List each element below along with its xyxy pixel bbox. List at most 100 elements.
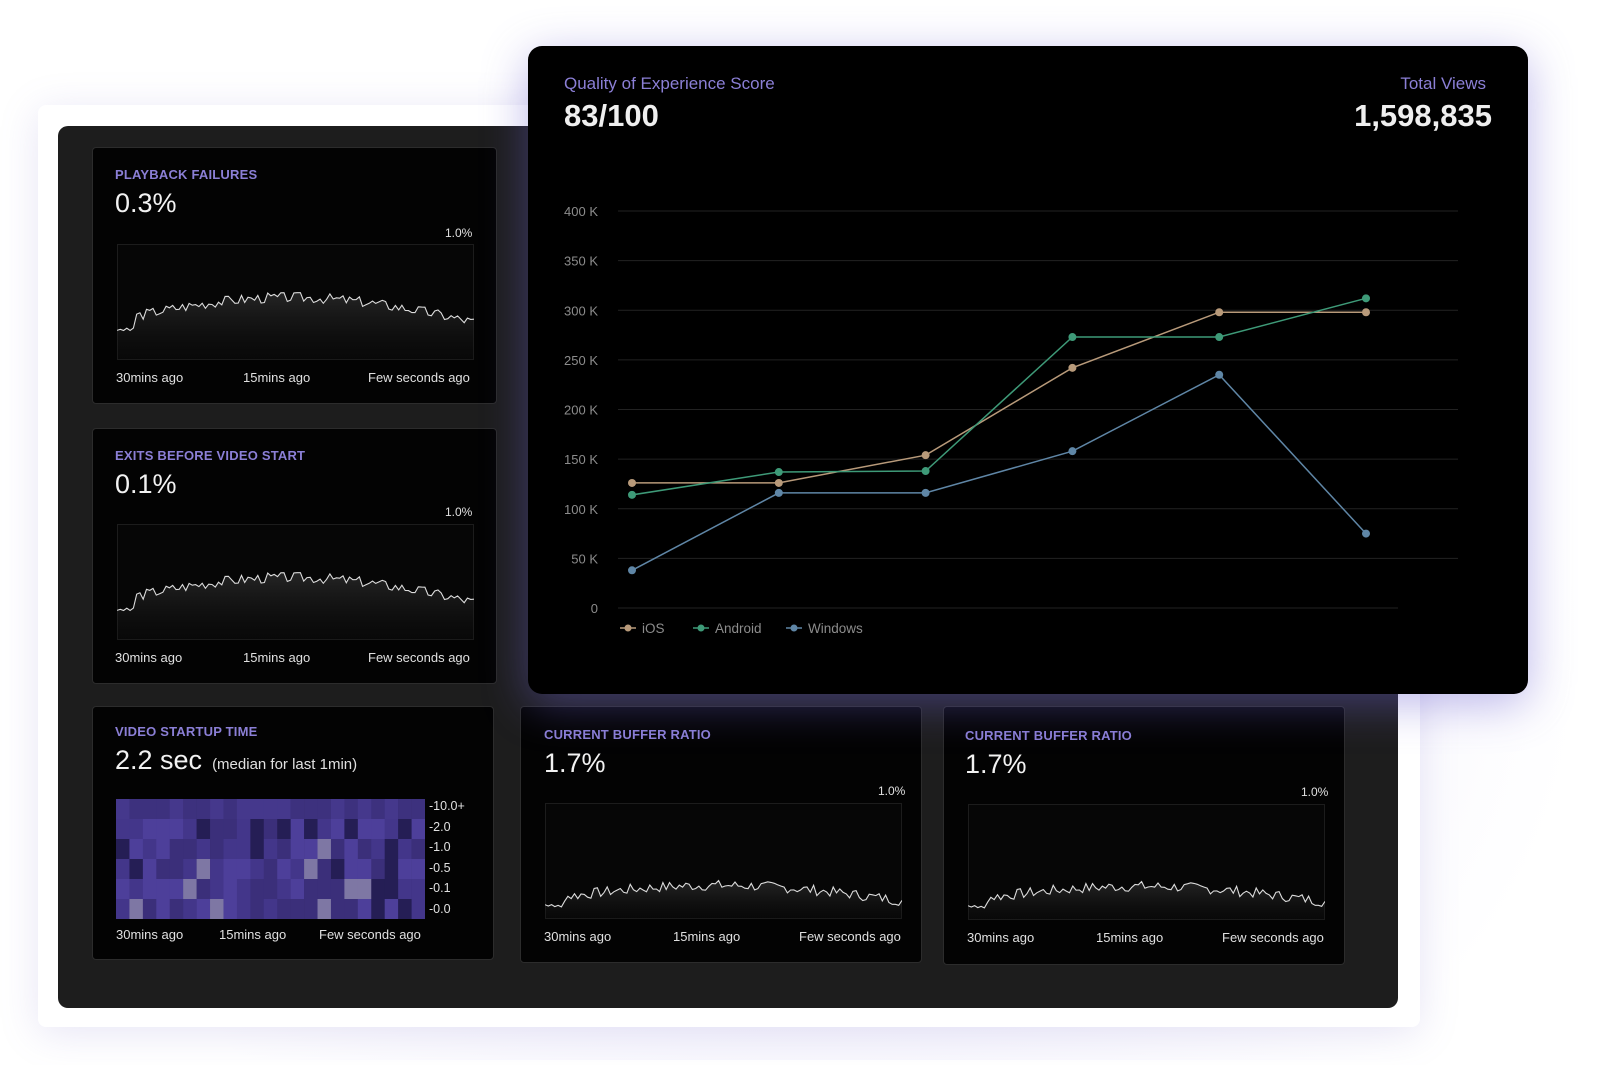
heatmap-cell [371,859,385,880]
heatmap-cell [116,859,130,880]
heatmap-cell [330,799,345,820]
x-label-mid: 15mins ago [243,650,311,665]
playback-failures-card[interactable]: PLAYBACK FAILURES 0.3% 1.0% 30mins ago 1… [92,147,497,404]
heatmap-cell [411,799,425,820]
startup-value: 2.2 sec [115,745,203,775]
legend-item-windows: Windows [786,621,863,636]
heatmap-cell [169,859,184,880]
heatmap-cell [371,899,385,919]
x-label-start: 30mins ago [116,370,184,385]
heatmap-cell [411,879,425,900]
x-label-mid: 15mins ago [243,370,311,385]
data-point-android [628,490,636,499]
heatmap-cell [304,839,318,860]
data-point-android [1068,333,1077,342]
heatmap-cell [156,899,171,919]
x-label-end: Few seconds ago [368,650,470,665]
x-label-end: Few seconds ago [368,370,470,385]
card-value: 1.7% [544,748,606,778]
heatmap-cell [196,899,211,919]
buffer-ratio-card[interactable]: CURRENT BUFFER RATIO 1.7% 1.0% 30mins ag… [520,706,922,963]
heatmap-cell [330,839,345,860]
heatmap-cell [169,899,184,919]
video-startup-card[interactable]: VIDEO STARTUP TIME 2.2 sec (median for la… [92,706,494,960]
legend-item: -0.1 [429,881,451,895]
heatmap-cell [196,879,211,900]
heatmap-cell [371,879,385,900]
heatmap-cell [183,819,197,840]
heatmap-cell [183,879,197,900]
heatmap-cell [196,839,211,860]
data-point-ios [1362,308,1370,317]
heatmap-cell [344,839,359,860]
heatmap-cell [116,899,130,919]
heatmap-cell [129,899,144,919]
heatmap-cell [357,839,372,860]
heatmap-cell [116,799,130,820]
card-title: CURRENT BUFFER RATIO [965,728,1132,743]
series-line-android [631,297,1367,496]
legend-item-android: Android [693,621,762,636]
buffer-ratio-card-2[interactable]: CURRENT BUFFER RATIO 1.7% 1.0% 30mins ag… [943,706,1345,965]
heatmap-cell [371,839,385,860]
heatmap-cell [277,859,291,880]
startup-heatmap [116,799,425,919]
heatmap-cell [250,799,265,820]
y-tick-label: 300 K [564,303,598,318]
heatmap-cell [210,879,224,900]
heatmap-cell [183,839,197,860]
sparkline-line [117,292,474,332]
heatmap-cell [142,899,157,919]
heatmap-cell [277,899,291,919]
legend-item: -1.0 [429,840,451,854]
legend-item: -0.5 [429,860,451,875]
heatmap-cell [317,839,332,860]
sparkline-line [968,880,1325,909]
heatmap-cell [236,859,251,880]
total-views-value: 1,598,835 [1354,98,1492,133]
heatmap-cell [304,879,318,900]
heatmap-cell [317,799,332,820]
heatmap-cell [250,879,265,900]
x-label-end: Few seconds ago [799,929,901,944]
heatmap-cell [357,879,372,900]
heatmap-cell [210,859,224,880]
heatmap-cell [371,799,385,820]
heatmap-cell [156,879,171,900]
heatmap-legend: -10.0+ -2.0 -1.0 -0.5 -0.1 -0.0 [429,796,465,919]
heatmap-cell [290,819,305,840]
data-point-ios [774,478,783,487]
data-point-ios [1068,363,1077,372]
y-tick-label: 150 K [564,452,598,467]
heatmap-cell [384,899,399,919]
heatmap-cell [223,819,238,840]
heatmap-cell [142,879,157,900]
data-point-android [1362,294,1370,303]
exits-before-start-card[interactable]: EXITS BEFORE VIDEO START 0.1% 1.0% 30min… [92,428,497,684]
qoe-line-chart: 400 K 350 K 300 K 250 K 200 K 150 K 100 K 50 K 0… [564,204,1458,636]
heatmap-cell [183,859,197,880]
sparkline-chart [545,803,902,919]
sparkline-area [117,292,474,360]
sparkline-chart [117,524,474,640]
data-point-windows [1362,529,1370,538]
heatmap-cell [304,819,318,840]
heatmap-cell [156,819,171,840]
heatmap-cell [156,839,171,860]
heatmap-cell [169,839,184,860]
y-tick-label: 200 K [564,403,598,418]
legend-label: Android [715,621,762,636]
heatmap-cell [330,879,345,900]
heatmap-cell [398,839,412,860]
heatmap-cell [169,819,184,840]
qoe-chart-card[interactable]: Quality of Experience Score 83/100 Total… [528,46,1528,694]
heatmap-cell [116,819,130,840]
heatmap-cell [371,819,385,840]
heatmap-cell [411,839,425,860]
legend-item: -0.0 [429,901,451,916]
data-point-windows [774,488,783,497]
qoe-title: Quality of Experience Score [564,74,775,93]
qoe-score: 83/100 [564,98,659,133]
heatmap-cell [129,859,144,880]
heatmap-cell [196,799,211,820]
